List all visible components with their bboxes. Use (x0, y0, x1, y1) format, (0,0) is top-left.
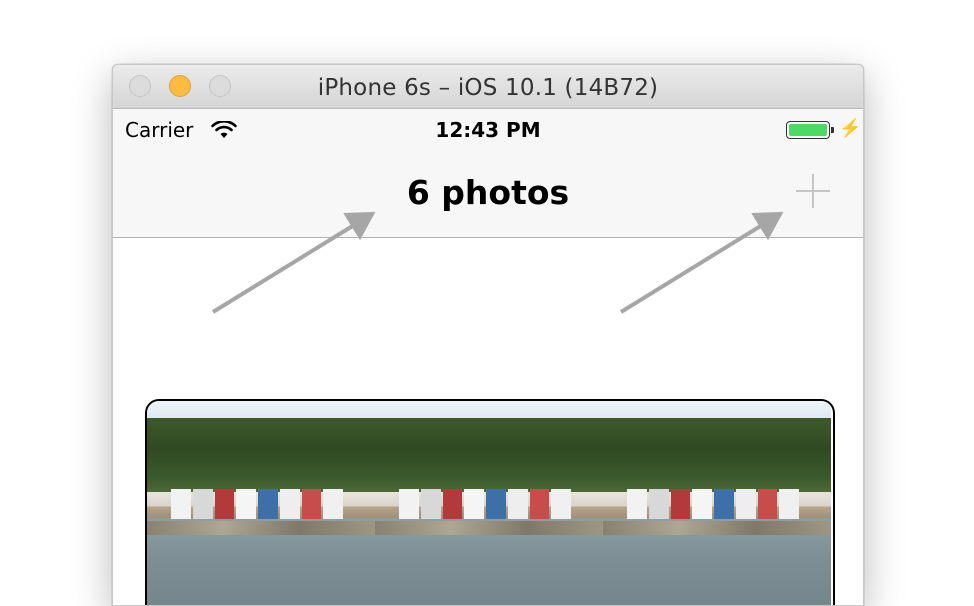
nav-title: 6 photos (406, 173, 570, 212)
photo-thumbnail[interactable] (375, 401, 603, 605)
coastal-houses (627, 489, 799, 519)
shore-rocks (603, 521, 831, 535)
battery-icon (786, 121, 834, 139)
wifi-icon (211, 121, 237, 138)
shore-rocks (147, 521, 375, 535)
window-title: iPhone 6s – iOS 10.1 (14B72) (317, 75, 659, 101)
plus-icon[interactable] (793, 171, 833, 211)
coastal-houses (399, 489, 571, 519)
battery-level (789, 124, 827, 136)
shore-rocks (375, 521, 603, 535)
navigation-bar: 6 photos (113, 149, 863, 238)
charging-bolt-icon: ⚡ (839, 118, 862, 138)
zoom-window-button[interactable] (209, 75, 231, 97)
coastal-houses (171, 489, 343, 519)
battery-nub (831, 127, 834, 133)
simulator-window: iPhone 6s – iOS 10.1 (14B72) Carrier 12:… (112, 64, 864, 606)
minimize-window-button[interactable] (169, 75, 191, 97)
close-window-button[interactable] (129, 75, 151, 97)
photo-strip[interactable] (145, 399, 835, 605)
carrier-label: Carrier (125, 118, 194, 142)
status-time: 12:43 PM (435, 118, 541, 142)
photo-thumbnail[interactable] (147, 401, 375, 605)
photo-thumbnail[interactable] (603, 401, 831, 605)
ios-status-bar: Carrier 12:43 PM ⚡ (113, 109, 863, 149)
window-titlebar: iPhone 6s – iOS 10.1 (14B72) (113, 65, 863, 109)
